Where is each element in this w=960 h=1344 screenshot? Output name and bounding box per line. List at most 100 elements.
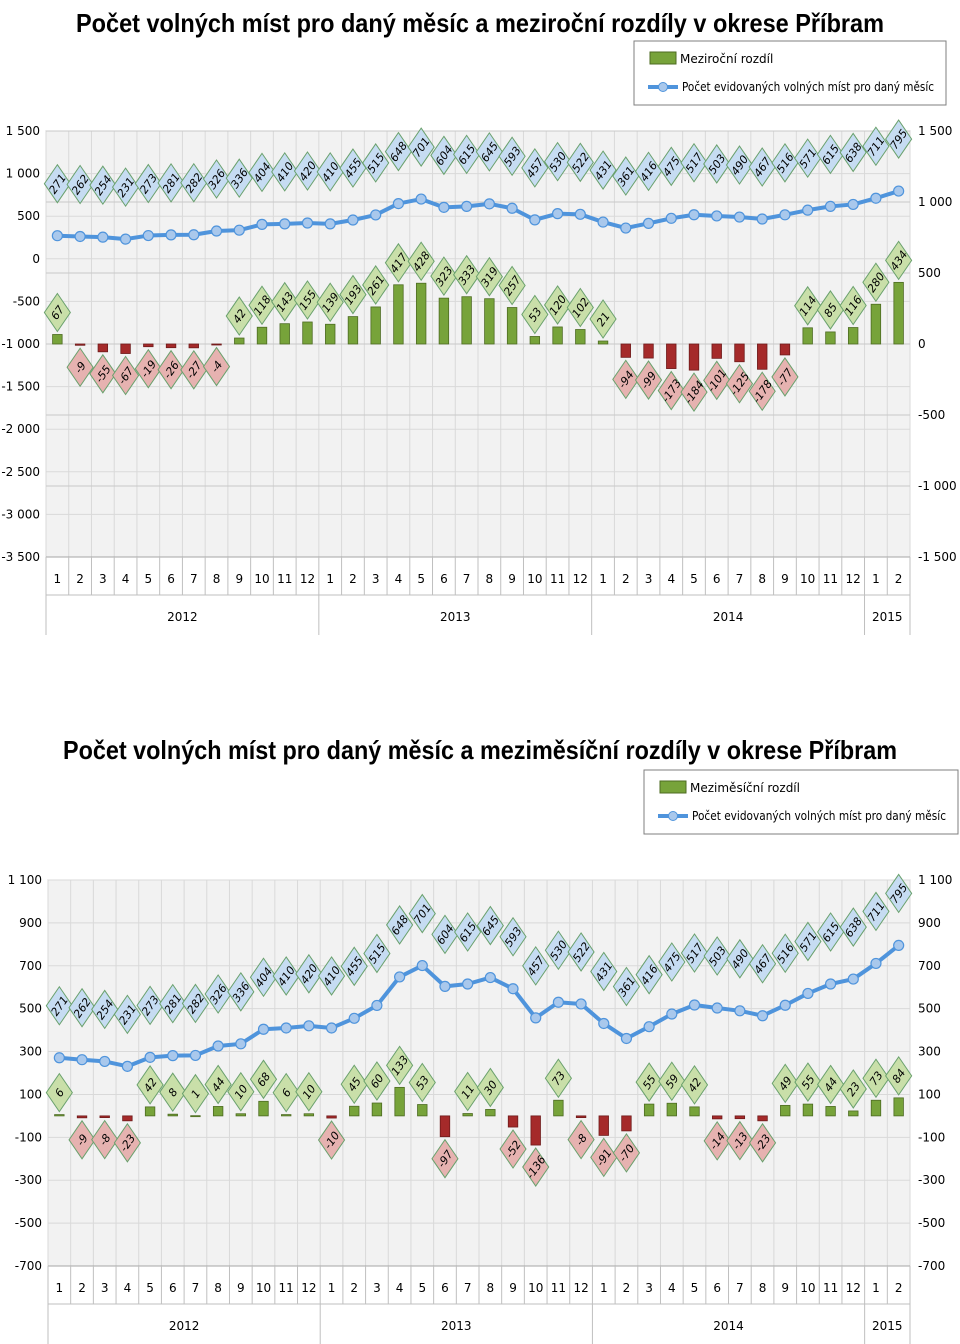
data-label-diamond	[521, 147, 549, 188]
data-label-diamond	[703, 1121, 731, 1161]
data-label-diamond	[498, 265, 526, 306]
legend: Meziměsíční rozdíl Počet evidovaných voln…	[643, 769, 959, 835]
month-label: 6	[440, 572, 448, 586]
line-point	[574, 208, 586, 220]
data-label-diamond	[612, 1133, 641, 1173]
line-point	[53, 1052, 65, 1064]
data-label-diamond	[862, 262, 890, 303]
bar	[393, 284, 404, 345]
month-label: 7	[736, 1281, 744, 1295]
data-label-diamond	[680, 142, 708, 183]
year-label: 2013	[440, 610, 471, 624]
bar	[74, 343, 86, 346]
data-label-diamond	[204, 974, 232, 1014]
data-label-diamond	[407, 241, 435, 282]
data-label-diamond	[794, 921, 822, 962]
right-axis-tick-label: 500	[918, 1002, 941, 1016]
year-label: 2014	[713, 1319, 744, 1333]
data-label-diamond	[136, 985, 164, 1026]
data-label-diamond	[521, 294, 549, 335]
bar	[258, 1100, 269, 1117]
month-label: 2	[622, 572, 630, 586]
bar	[326, 1115, 337, 1119]
line-point	[552, 996, 564, 1008]
data-label-diamond	[407, 127, 435, 167]
bar-data-label: 85	[816, 290, 845, 330]
right-axis-tick-label: -500	[918, 1216, 945, 1230]
left-axis-tick-label: 1 100	[8, 873, 42, 887]
line-data-label: 615	[816, 912, 845, 952]
month-label: 12	[301, 1281, 316, 1295]
data-label-diamond	[293, 280, 322, 320]
left-axis-tick-label: -3 500	[1, 550, 40, 564]
bar	[893, 281, 904, 345]
month-label: 3	[373, 1281, 381, 1295]
bar-data-label: -10	[317, 1120, 346, 1160]
line-point	[76, 1054, 88, 1066]
line-point	[144, 1051, 156, 1063]
data-label-diamond	[248, 285, 276, 326]
month-label: 4	[667, 572, 675, 586]
left-axis-tick-label: -1 500	[1, 380, 40, 394]
left-axis-tick-label: 0	[32, 252, 40, 266]
bar-data-label: 30	[476, 1067, 504, 1108]
bar-data-label: 11	[454, 1071, 482, 1112]
data-label-diamond	[475, 256, 503, 297]
data-label-diamond	[475, 131, 503, 172]
month-label: 11	[550, 572, 565, 586]
bar	[256, 326, 268, 345]
bar-data-label: 319	[475, 256, 503, 297]
bar	[712, 1115, 723, 1120]
data-label-diamond	[839, 1069, 867, 1109]
bar-data-label: 280	[862, 262, 890, 303]
data-label-diamond	[748, 371, 776, 412]
data-label-diamond	[499, 916, 527, 957]
month-label: 1	[326, 572, 334, 586]
right-axis-tick-label: 500	[918, 266, 941, 280]
right-axis-tick-label: 1 500	[918, 124, 952, 138]
data-label-diamond	[45, 1072, 73, 1113]
data-label-diamond	[703, 360, 731, 401]
bar	[689, 1106, 700, 1117]
right-axis-tick-label: 0	[918, 337, 926, 351]
line-data-label: 271	[43, 163, 71, 204]
line-data-label: 638	[839, 907, 867, 947]
legend-bar-swatch	[649, 51, 677, 65]
bar	[484, 298, 495, 345]
bar-data-label: -77	[771, 357, 799, 397]
line-point	[824, 200, 837, 213]
year-label: 2012	[167, 610, 198, 624]
data-label-diamond	[612, 359, 640, 400]
bar-data-label: 60	[363, 1061, 391, 1101]
data-label-diamond	[885, 873, 913, 914]
line-data-label: 615	[816, 134, 845, 175]
line-data-label: 467	[748, 147, 776, 187]
bar-data-label: 68	[249, 1059, 278, 1100]
data-label-diamond	[839, 907, 867, 947]
legend-entry-line: Počet evidovaných volných míst pro daný …	[692, 809, 946, 823]
data-label-diamond	[385, 905, 414, 945]
bar	[598, 1115, 609, 1136]
month-label: 3	[645, 1281, 653, 1295]
right-axis-tick-label: 1 100	[918, 873, 952, 887]
data-label-diamond	[680, 1064, 709, 1105]
bar-data-label: -8	[91, 1119, 119, 1160]
line-data-label: 281	[157, 162, 185, 203]
bar-data-label: -8	[567, 1119, 595, 1160]
line-data-label: 404	[249, 957, 278, 998]
line-point	[280, 1022, 292, 1034]
data-label-diamond	[113, 994, 142, 1035]
bar-data-label: 257	[498, 265, 526, 306]
line-point	[461, 200, 473, 213]
bar	[597, 340, 609, 345]
month-label: 7	[192, 1281, 200, 1295]
legend-bar-swatch	[659, 780, 687, 794]
line-data-label: 326	[204, 974, 232, 1014]
data-label-diamond	[45, 985, 73, 1026]
data-label-diamond	[771, 933, 799, 974]
line-data-label: 431	[590, 951, 618, 992]
bar-data-label: 323	[430, 256, 458, 297]
line-point	[643, 1021, 655, 1033]
line-data-label: 645	[476, 905, 504, 946]
bar	[370, 306, 381, 345]
